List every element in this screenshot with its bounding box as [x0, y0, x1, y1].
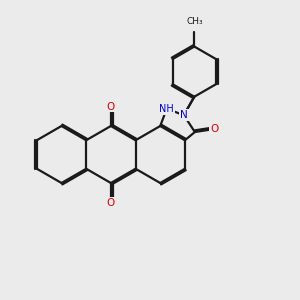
- Text: CH₃: CH₃: [186, 17, 202, 26]
- Text: O: O: [107, 101, 115, 112]
- Text: O: O: [107, 197, 115, 208]
- Text: N: N: [180, 110, 188, 120]
- Text: NH: NH: [159, 104, 174, 114]
- Text: O: O: [210, 124, 218, 134]
